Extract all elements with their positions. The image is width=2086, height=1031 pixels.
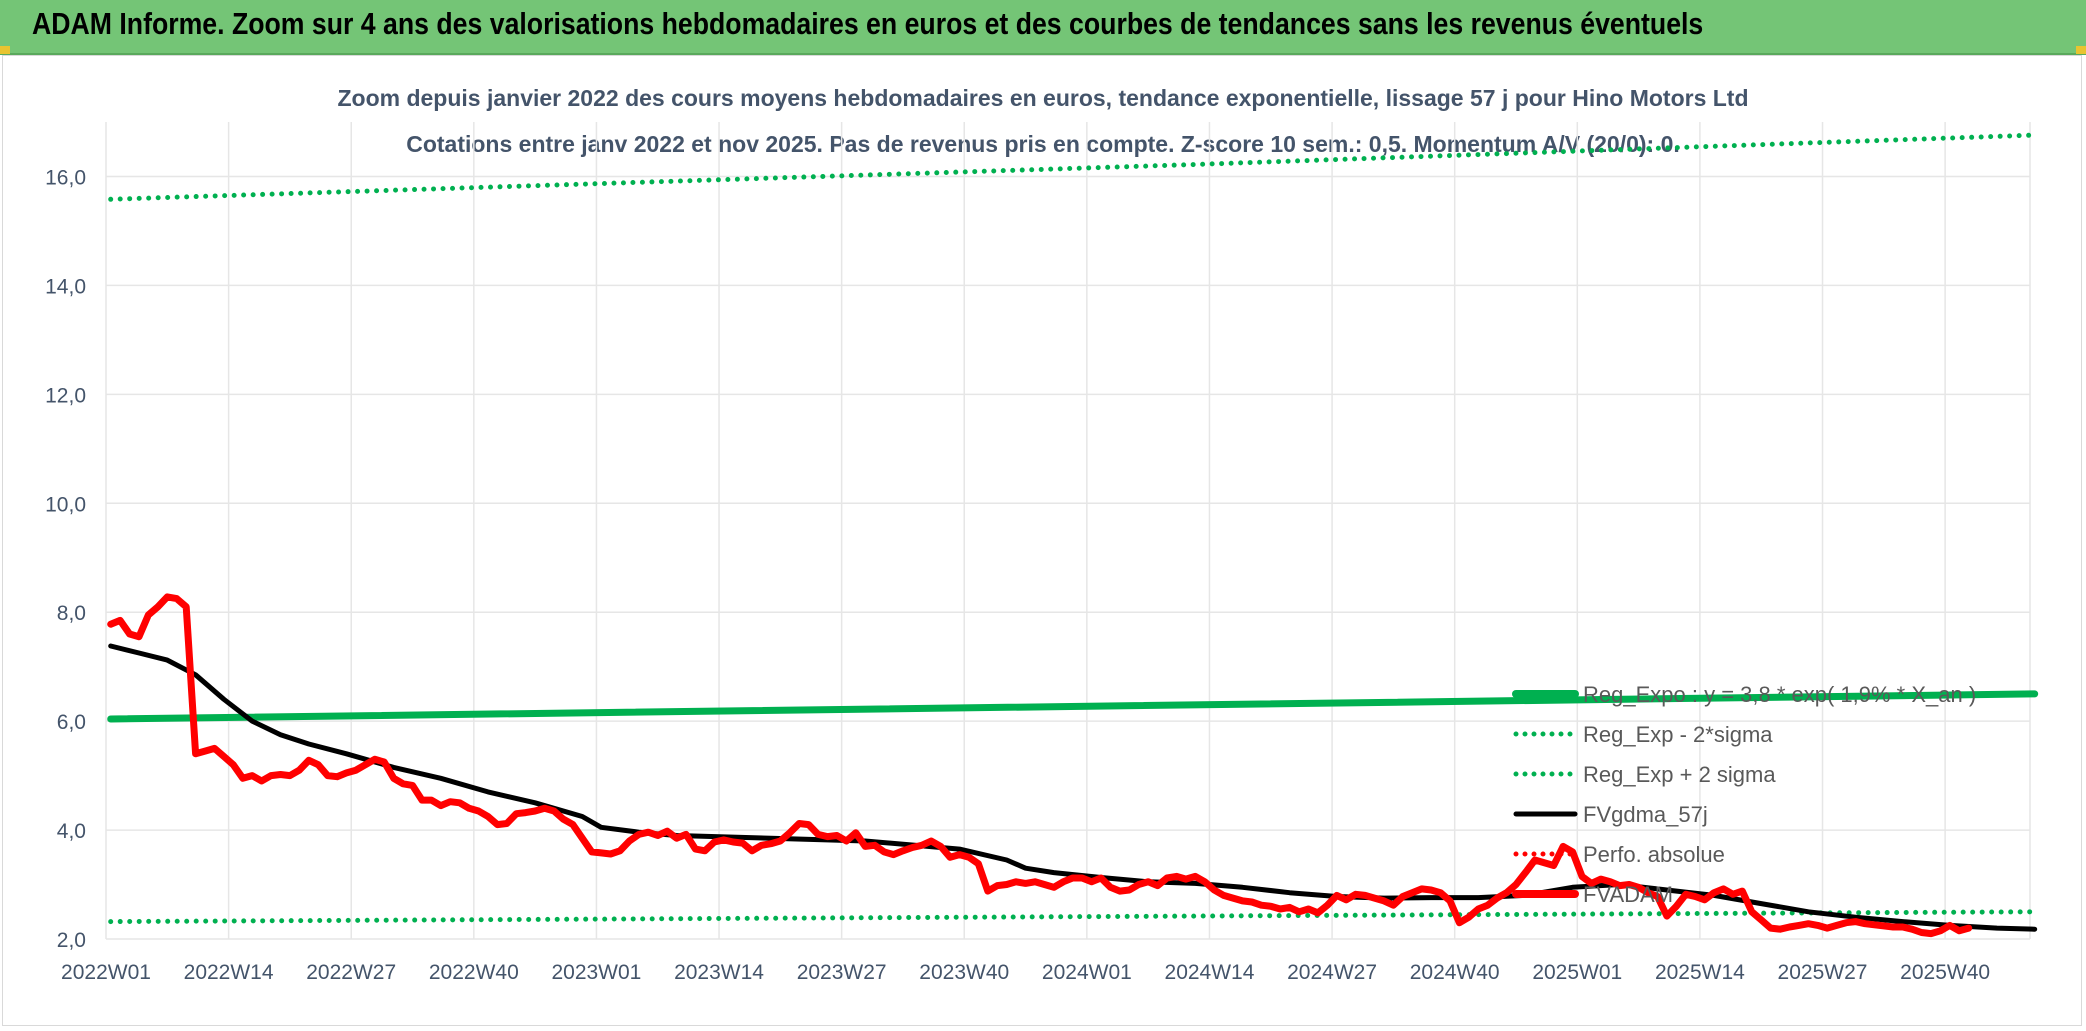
corner-mark-left: [0, 46, 10, 54]
x-tick-label: 2024W14: [1165, 961, 1255, 984]
x-tick-label: 2024W40: [1410, 961, 1500, 984]
x-tick-label: 2023W01: [551, 961, 641, 984]
corner-mark-right: [2076, 46, 2086, 54]
x-tick-label: 2024W01: [1042, 961, 1132, 984]
chart-series: [107, 132, 2039, 938]
y-tick-label: 16,0: [45, 166, 86, 189]
x-tick-label: 2023W27: [797, 961, 887, 984]
legend-entry: Perfo. absolue: [1583, 842, 1725, 867]
y-tick-label: 12,0: [45, 384, 86, 407]
x-tick-label: 2025W14: [1655, 961, 1745, 984]
report-banner: ADAM Informe. Zoom sur 4 ans des valoris…: [0, 0, 2086, 55]
series-line-reg-exp-2-sigma: [108, 909, 2038, 925]
x-axis: 2022W01 2022W14 2022W27 2022W40 2023W01 2023W…: [61, 961, 1990, 984]
y-tick-label: 6,0: [57, 711, 86, 734]
x-tick-label: 2024W27: [1287, 961, 1377, 984]
x-tick-label: 2025W40: [1900, 961, 1990, 984]
y-tick-label: 10,0: [45, 493, 86, 516]
x-tick-label: 2022W14: [184, 961, 274, 984]
report-title: ADAM Informe. Zoom sur 4 ans des valoris…: [32, 6, 1704, 41]
x-tick-label: 2022W27: [306, 961, 396, 984]
chart-legend: Reg_Expo : y = 3,8 * exp( 1,9% * X_an ) R…: [1512, 682, 1976, 907]
y-tick-label: 14,0: [45, 275, 86, 298]
x-tick-label: 2025W27: [1778, 961, 1868, 984]
x-tick-label: 2022W40: [429, 961, 519, 984]
x-tick-label: 2023W40: [919, 961, 1009, 984]
legend-entry: Reg_Expo : y = 3,8 * exp( 1,9% * X_an ): [1583, 682, 1976, 707]
chart-frame: [2, 55, 2082, 1026]
series-line-fvadam: [107, 593, 1973, 938]
legend-entry: FVADAM: [1583, 882, 1673, 907]
legend-entry: Reg_Exp + 2 sigma: [1583, 762, 1776, 787]
legend-entry: FVgdma_57j: [1583, 802, 1708, 827]
y-axis: 2,0 4,0 6,0 8,0 10,0 12,0 14,0 16,0: [45, 166, 86, 952]
y-tick-label: 8,0: [57, 602, 86, 625]
y-tick-label: 4,0: [57, 820, 86, 843]
y-tick-label: 2,0: [57, 929, 86, 952]
legend-entry: Reg_Exp - 2*sigma: [1583, 722, 1773, 747]
x-tick-label: 2022W01: [61, 961, 151, 984]
series-line-reg-expo-y-3-8-exp-1-9-x-an: [107, 690, 2039, 723]
x-tick-label: 2023W14: [674, 961, 764, 984]
chart-grid: [105, 122, 2031, 940]
series-line-reg-exp-2-sigma: [108, 132, 2038, 202]
x-tick-label: 2025W01: [1532, 961, 1622, 984]
chart-title: Zoom depuis janvier 2022 des cours moyen…: [337, 85, 1748, 111]
